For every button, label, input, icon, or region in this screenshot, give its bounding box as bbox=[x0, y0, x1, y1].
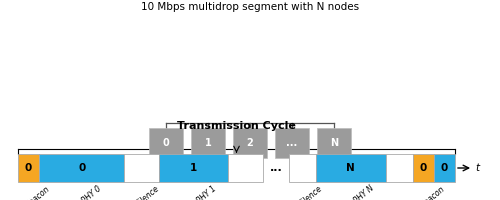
Text: Data PHY N: Data PHY N bbox=[337, 184, 376, 200]
Text: 1: 1 bbox=[204, 138, 212, 148]
Text: 10 Mbps multidrop segment with N nodes: 10 Mbps multidrop segment with N nodes bbox=[141, 2, 359, 12]
Text: N: N bbox=[346, 163, 355, 173]
Bar bbox=[18, 154, 39, 182]
Text: Silence: Silence bbox=[297, 184, 324, 200]
Bar bbox=[233, 128, 267, 158]
Bar bbox=[289, 154, 316, 182]
Bar bbox=[159, 154, 228, 182]
Text: 0: 0 bbox=[420, 163, 427, 173]
Bar bbox=[191, 128, 225, 158]
Text: N: N bbox=[330, 138, 338, 148]
Text: Data PHY 0: Data PHY 0 bbox=[64, 184, 103, 200]
Text: 0: 0 bbox=[441, 163, 448, 173]
Text: t: t bbox=[475, 163, 479, 173]
Text: ...: ... bbox=[286, 138, 298, 148]
Bar bbox=[434, 154, 455, 182]
Text: Transmission Cycle: Transmission Cycle bbox=[177, 121, 296, 131]
Bar bbox=[316, 154, 386, 182]
Text: 0: 0 bbox=[162, 138, 170, 148]
Bar bbox=[275, 128, 309, 158]
Bar bbox=[386, 154, 412, 182]
Text: 2: 2 bbox=[246, 138, 254, 148]
Text: Data PHY 1: Data PHY 1 bbox=[180, 184, 218, 200]
Bar bbox=[149, 128, 183, 158]
Text: 0: 0 bbox=[25, 163, 32, 173]
Bar bbox=[124, 154, 159, 182]
Bar bbox=[317, 128, 351, 158]
Bar bbox=[228, 154, 263, 182]
Text: 0: 0 bbox=[78, 163, 86, 173]
Text: Silence: Silence bbox=[134, 184, 162, 200]
Text: 1: 1 bbox=[190, 163, 197, 173]
Text: ...: ... bbox=[270, 163, 282, 173]
Text: Beacon: Beacon bbox=[419, 184, 446, 200]
Bar bbox=[412, 154, 434, 182]
Text: Beacon: Beacon bbox=[24, 184, 52, 200]
Bar bbox=[39, 154, 124, 182]
